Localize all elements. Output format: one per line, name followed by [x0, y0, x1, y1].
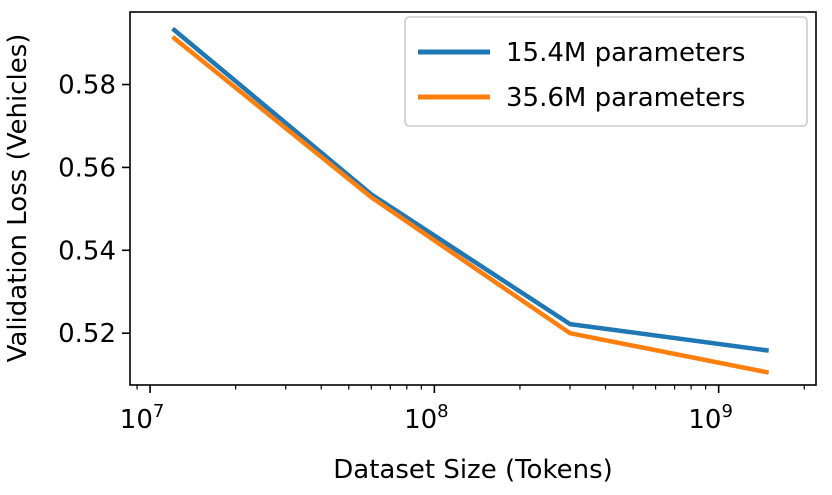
y-tick-label: 0.56: [58, 153, 116, 183]
y-tick-label: 0.52: [58, 319, 116, 349]
legend: 15.4M parameters 35.6M parameters: [404, 16, 808, 127]
plot-area: 107 108 109 0.52 0.54 0.56 0.58: [58, 11, 817, 435]
legend-label-series-2: 35.6M parameters: [506, 83, 745, 113]
x-tick-label: 109: [688, 401, 733, 435]
x-tick-label: 107: [120, 401, 165, 435]
x-axis-label: Dataset Size (Tokens): [333, 455, 613, 485]
legend-box: [404, 16, 808, 127]
series-line-1: [171, 26, 769, 353]
x-axis-ticks: 107 108 109: [120, 385, 805, 435]
series-line-2: [171, 35, 770, 375]
y-axis-ticks: 0.52 0.54 0.56 0.58: [58, 71, 130, 349]
axes-frame: [129, 11, 817, 386]
x-tick-label: 108: [404, 401, 449, 435]
legend-label-series-1: 15.4M parameters: [506, 38, 745, 68]
y-tick-label: 0.54: [58, 236, 116, 266]
series-layer: [171, 26, 770, 375]
y-tick-label: 0.58: [58, 71, 116, 101]
y-axis-label: Validation Loss (Vehicles): [3, 34, 33, 363]
